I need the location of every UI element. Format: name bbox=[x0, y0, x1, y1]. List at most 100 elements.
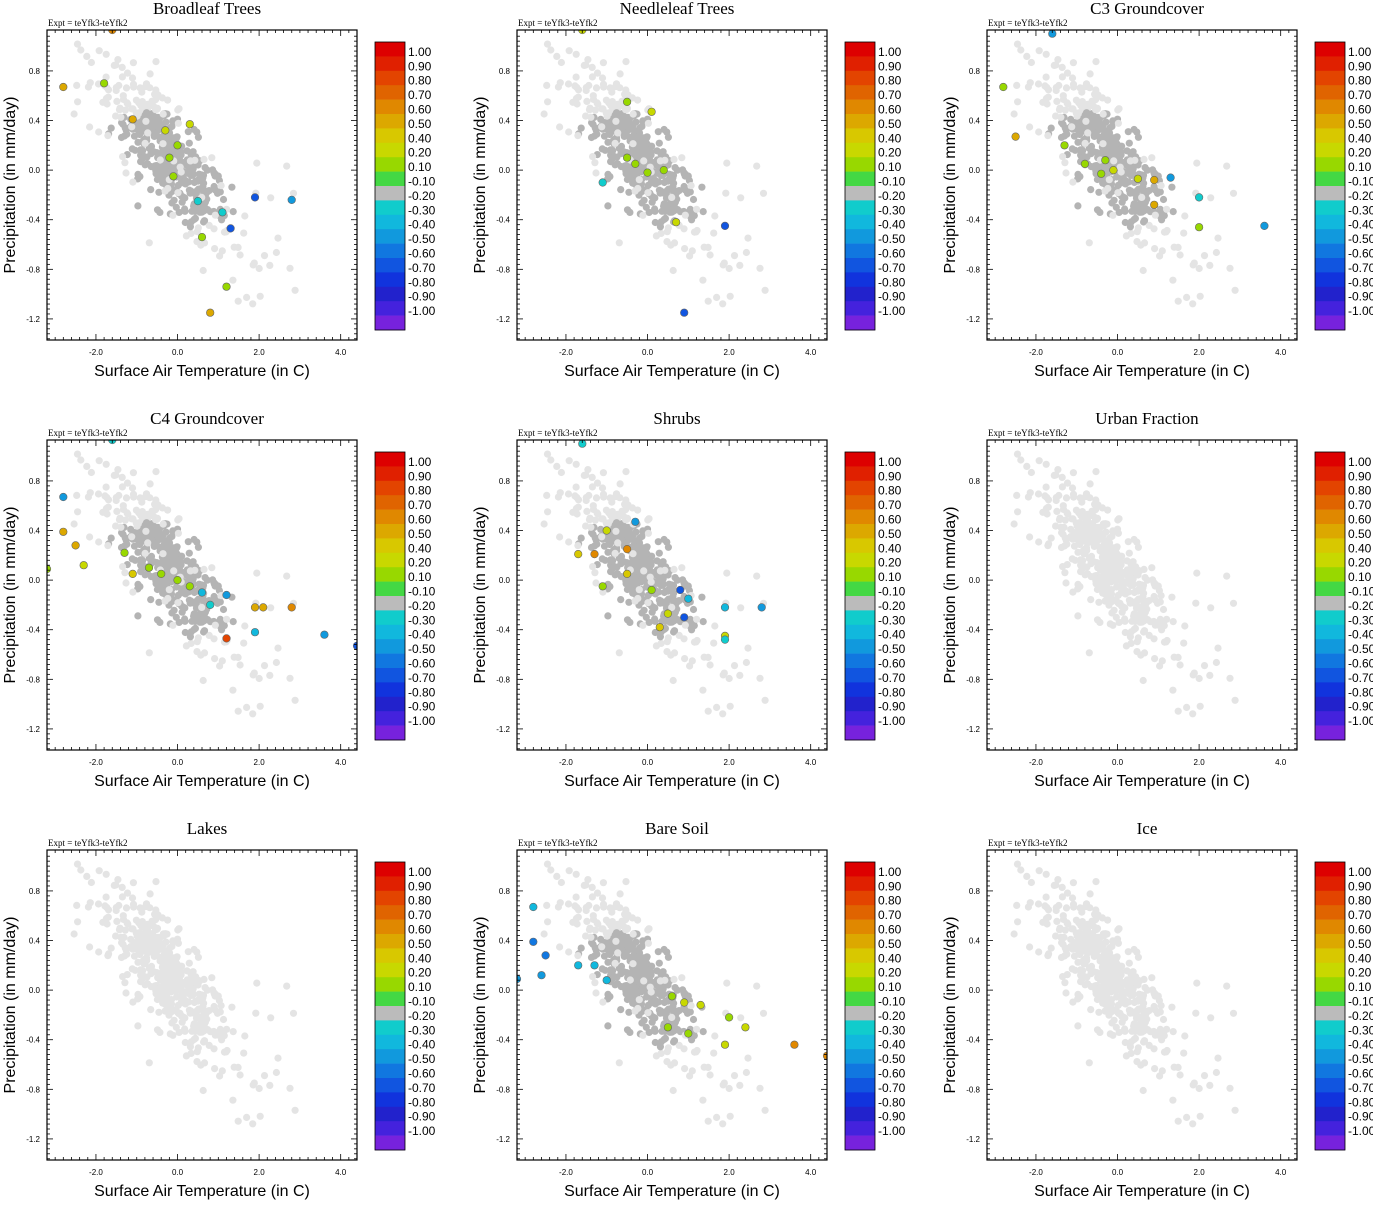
background-point bbox=[1090, 542, 1098, 550]
correlation-point bbox=[59, 82, 68, 92]
background-point bbox=[73, 40, 82, 48]
background-point bbox=[155, 115, 163, 124]
y-tick-label: -0.8 bbox=[496, 1085, 510, 1094]
background-point bbox=[176, 983, 184, 991]
background-point bbox=[1052, 522, 1060, 530]
colorbar-label: 0.20 bbox=[408, 966, 432, 980]
colorbar-swatch bbox=[375, 1006, 405, 1021]
background-point bbox=[690, 622, 698, 630]
background-point bbox=[613, 980, 621, 988]
colorbar-label: 0.90 bbox=[878, 59, 902, 73]
background-point bbox=[592, 904, 601, 912]
background-point bbox=[1041, 492, 1049, 500]
background-point bbox=[107, 124, 115, 132]
background-point bbox=[665, 170, 673, 178]
colorbar-swatch bbox=[375, 42, 405, 57]
colorbar-label: 0.70 bbox=[408, 908, 432, 922]
background-point bbox=[120, 542, 129, 550]
correlation-point bbox=[537, 971, 546, 980]
background-point bbox=[606, 146, 615, 154]
background-point bbox=[199, 676, 207, 685]
colorbar-label: -0.50 bbox=[1348, 642, 1373, 656]
background-point bbox=[102, 893, 110, 901]
background-point bbox=[588, 63, 596, 71]
background-point bbox=[635, 996, 643, 1004]
background-point bbox=[142, 83, 150, 91]
colorbar-label: -0.80 bbox=[408, 685, 436, 699]
colorbar-swatch bbox=[845, 114, 875, 129]
background-point bbox=[102, 73, 110, 81]
background-point bbox=[663, 228, 671, 236]
background-point bbox=[612, 493, 620, 501]
background-point bbox=[1069, 588, 1077, 596]
background-point bbox=[119, 92, 127, 100]
background-point bbox=[644, 529, 652, 537]
background-point bbox=[143, 160, 151, 168]
background-point bbox=[133, 932, 141, 940]
x-tick-label: 0.0 bbox=[642, 758, 654, 767]
background-point bbox=[1125, 139, 1133, 147]
background-point bbox=[656, 633, 664, 641]
background-point bbox=[1017, 46, 1025, 54]
background-point bbox=[686, 662, 694, 670]
background-point bbox=[642, 613, 650, 621]
correlation-point bbox=[197, 588, 207, 597]
background-point bbox=[172, 613, 180, 621]
background-point bbox=[1139, 676, 1147, 685]
correlation-point bbox=[1133, 174, 1142, 183]
background-point bbox=[642, 544, 650, 552]
background-point bbox=[616, 921, 624, 929]
background-point bbox=[1122, 642, 1130, 650]
background-point bbox=[565, 538, 573, 546]
colorbar-swatch bbox=[375, 890, 405, 906]
background-point bbox=[608, 508, 616, 516]
background-point bbox=[170, 196, 178, 204]
background-point bbox=[574, 952, 582, 960]
background-point bbox=[626, 976, 634, 984]
background-point bbox=[208, 974, 216, 982]
colorbar-swatch bbox=[845, 567, 875, 582]
background-point bbox=[1061, 534, 1069, 542]
y-tick-label: -0.4 bbox=[26, 1036, 40, 1045]
colorbar-swatch bbox=[845, 876, 875, 892]
colorbar-label: -0.30 bbox=[878, 1023, 906, 1037]
background-point bbox=[169, 211, 177, 219]
colorbar-swatch bbox=[845, 85, 875, 100]
background-point bbox=[1060, 542, 1069, 550]
correlation-point bbox=[218, 208, 227, 217]
colorbar-label: -0.30 bbox=[408, 203, 436, 217]
background-point bbox=[586, 104, 594, 112]
background-point bbox=[121, 569, 129, 577]
background-point bbox=[1112, 613, 1120, 621]
background-point bbox=[123, 889, 132, 897]
y-tick-label: 0.8 bbox=[499, 67, 511, 76]
background-point bbox=[592, 169, 600, 177]
background-point bbox=[655, 186, 663, 194]
chart-title: Bare Soil bbox=[645, 820, 709, 838]
background-point bbox=[158, 133, 166, 141]
background-point bbox=[582, 494, 590, 502]
background-point bbox=[136, 146, 145, 154]
background-point bbox=[670, 611, 678, 619]
background-point bbox=[1212, 658, 1220, 667]
colorbar-swatch bbox=[845, 142, 875, 158]
colorbar-label: -0.20 bbox=[878, 599, 906, 613]
background-point bbox=[565, 948, 573, 956]
colorbar-label: -0.90 bbox=[878, 700, 906, 714]
background-point bbox=[121, 124, 129, 132]
background-point bbox=[200, 201, 208, 209]
background-point bbox=[686, 252, 694, 260]
background-point bbox=[1087, 186, 1095, 194]
background-point bbox=[615, 649, 623, 657]
background-point bbox=[143, 980, 151, 988]
background-point bbox=[667, 1061, 675, 1069]
colorbar-swatch bbox=[845, 653, 875, 669]
background-point bbox=[1169, 686, 1177, 694]
background-point bbox=[1068, 484, 1077, 492]
correlation-point bbox=[185, 120, 194, 129]
background-point bbox=[1124, 128, 1132, 136]
background-point bbox=[241, 1032, 249, 1040]
background-point bbox=[1056, 104, 1064, 112]
background-point bbox=[642, 954, 650, 962]
background-point bbox=[152, 577, 160, 585]
